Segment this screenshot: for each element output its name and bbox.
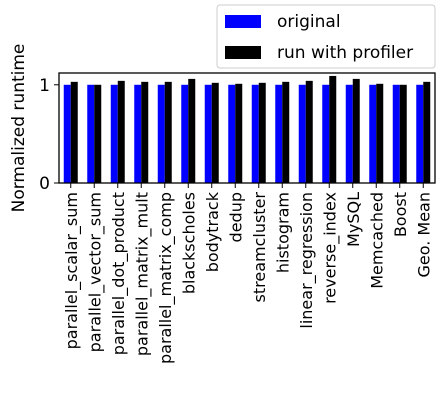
- bar-run-with-profiler-linear-regression: [305, 80, 313, 183]
- bar-original-boost: [392, 84, 400, 183]
- bar-run-with-profiler-parallel-scalar-sum: [70, 81, 78, 183]
- x-tick-label-dedup: dedup: [226, 192, 245, 242]
- y-axis-label: Normalized runtime: [9, 44, 29, 213]
- bar-original-linear-regression: [298, 84, 306, 183]
- x-tick-label-memcached: Memcached: [367, 192, 386, 289]
- bar-run-with-profiler-boost: [399, 84, 407, 183]
- legend-label-original: original: [277, 12, 341, 32]
- bar-original-memcached: [369, 84, 377, 183]
- bar-run-with-profiler-reverse-index: [329, 75, 337, 183]
- x-tick-label-mysql: MySQL: [344, 192, 363, 247]
- x-tick-label-parallel-scalar-sum: parallel_scalar_sum: [62, 192, 82, 349]
- ticks-layer: parallel_scalar_sum parallel_vector_sum pa…: [39, 76, 433, 364]
- x-tick-label-linear-regression: linear_regression: [297, 192, 317, 329]
- bar-original-dedup: [228, 84, 236, 183]
- bar-original-parallel-scalar-sum: [63, 84, 71, 183]
- bar-original-parallel-matrix-comp: [157, 84, 165, 183]
- bar-run-with-profiler-dedup: [235, 83, 243, 183]
- y-tick-label-1: 1: [39, 76, 50, 96]
- bar-original-parallel-dot-product: [110, 84, 118, 183]
- bar-original-parallel-vector-sum: [87, 84, 95, 183]
- bar-original-blackscholes: [181, 84, 189, 183]
- x-tick-label-boost: Boost: [391, 192, 410, 237]
- bar-run-with-profiler-bodytrack: [211, 82, 219, 183]
- bar-original-reverse-index: [322, 84, 330, 183]
- bar-run-with-profiler-parallel-matrix-mult: [141, 81, 149, 183]
- legend-label-run-with-profiler: run with profiler: [277, 43, 413, 63]
- x-tick-label-histogram: histogram: [273, 192, 292, 273]
- legend: original run with profiler: [216, 4, 436, 69]
- legend-swatch-original: [225, 15, 261, 28]
- legend-frame: [216, 4, 436, 69]
- bar-run-with-profiler-parallel-matrix-comp: [164, 81, 172, 183]
- bar-run-with-profiler-parallel-vector-sum: [94, 84, 102, 183]
- legend-swatch-run-with-profiler: [225, 46, 261, 59]
- bar-run-with-profiler-streamcluster: [258, 82, 266, 183]
- bar-run-with-profiler-geo-mean: [423, 81, 431, 183]
- bar-original-mysql: [345, 84, 353, 183]
- x-tick-label-geo-mean: Geo. Mean: [414, 192, 433, 278]
- x-tick-label-streamcluster: streamcluster: [250, 192, 269, 303]
- bar-run-with-profiler-histogram: [282, 81, 290, 183]
- bar-original-bodytrack: [204, 84, 212, 183]
- x-tick-label-reverse-index: reverse_index: [320, 192, 340, 304]
- x-tick-label-parallel-dot-product: parallel_dot_product: [109, 192, 129, 355]
- bar-original-histogram: [275, 84, 283, 183]
- x-tick-label-parallel-vector-sum: parallel_vector_sum: [85, 192, 105, 352]
- bar-original-parallel-matrix-mult: [134, 84, 142, 183]
- bar-original-streamcluster: [251, 84, 259, 183]
- x-tick-label-parallel-matrix-mult: parallel_matrix_mult: [132, 192, 152, 356]
- x-tick-label-parallel-matrix-comp: parallel_matrix_comp: [156, 192, 176, 364]
- plot-frame: [58, 72, 436, 184]
- bar-run-with-profiler-blackscholes: [188, 78, 196, 183]
- bar-run-with-profiler-mysql: [352, 78, 360, 183]
- bar-run-with-profiler-parallel-dot-product: [117, 80, 125, 183]
- y-tick-label-0: 0: [39, 174, 50, 194]
- bar-run-with-profiler-memcached: [376, 83, 384, 183]
- x-tick-label-blackscholes: blackscholes: [179, 192, 198, 294]
- x-tick-label-bodytrack: bodytrack: [203, 191, 222, 272]
- bar-original-geo-mean: [416, 84, 424, 183]
- bars-layer: [63, 75, 431, 183]
